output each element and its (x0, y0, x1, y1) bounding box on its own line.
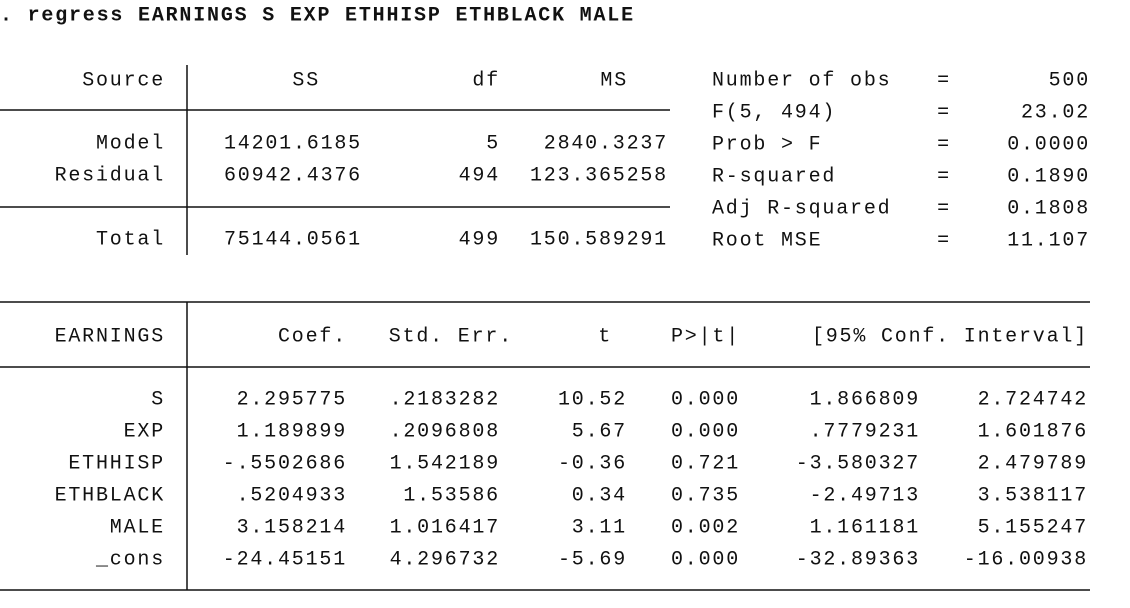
coef-cell: 4.296732 (390, 548, 500, 571)
stat-label: F(5, 494) (712, 101, 836, 124)
coef-cell: 1.189899 (237, 420, 347, 443)
coef-cell: .7779231 (810, 420, 920, 443)
coef-cell: 1.016417 (390, 516, 500, 539)
coef-cell: 0.000 (671, 420, 740, 443)
coef-cell: 2.724742 (978, 388, 1088, 411)
coef-cell: MALE (110, 516, 165, 539)
stat-label: R-squared (712, 165, 836, 188)
coef-cell: 3.11 (572, 516, 627, 539)
coef-cell: -32.89363 (796, 548, 920, 571)
coef-cell: 2.295775 (237, 388, 347, 411)
anova-cell: 123.365258 (530, 164, 668, 187)
anova-cell: 2840.3237 (544, 132, 668, 155)
coef-cell: -24.45151 (223, 548, 347, 571)
anova-header: Source (82, 69, 165, 92)
stat-value: 0.1808 (1007, 197, 1090, 220)
coef-cell: 5.67 (572, 420, 627, 443)
coef-cell: 2.479789 (978, 452, 1088, 475)
stat-value: 23.02 (1021, 101, 1090, 124)
coef-cell: 10.52 (558, 388, 627, 411)
coef-cell: .2096808 (390, 420, 500, 443)
coef-header: P>|t| (671, 325, 740, 348)
coef-cell: 0.000 (671, 548, 740, 571)
coef-cell: -5.69 (558, 548, 627, 571)
coef-cell: 0.735 (671, 484, 740, 507)
coef-cell: S (151, 388, 165, 411)
coef-cell: 1.866809 (810, 388, 920, 411)
anova-cell: 150.589291 (530, 228, 668, 251)
stat-equals: = (937, 133, 951, 156)
coef-cell: ETHBLACK (55, 484, 165, 507)
coef-cell: ETHHISP (68, 452, 165, 475)
anova-cell: Total (96, 228, 165, 251)
anova-header: MS (600, 69, 628, 92)
coef-cell: 5.155247 (978, 516, 1088, 539)
stat-label: Adj R-squared (712, 197, 891, 220)
anova-cell: 14201.6185 (224, 132, 362, 155)
coef-cell: 3.158214 (237, 516, 347, 539)
coef-cell: .2183282 (390, 388, 500, 411)
coef-header: Coef. (278, 325, 347, 348)
coef-cell: 0.000 (671, 388, 740, 411)
anova-cell: Model (96, 132, 165, 155)
coef-cell: -3.580327 (796, 452, 920, 475)
coef-cell: _cons (95, 548, 165, 571)
stat-value: 0.1890 (1007, 165, 1090, 188)
coef-cell: -.5502686 (223, 452, 347, 475)
coef-cell: 0.721 (671, 452, 740, 475)
stat-label: Number of obs (712, 69, 891, 92)
anova-cell: 75144.0561 (224, 228, 362, 251)
stat-value: 0.0000 (1007, 133, 1090, 156)
coef-cell: 0.002 (671, 516, 740, 539)
command: . regress EARNINGS S EXP ETHHISP ETHBLAC… (0, 4, 635, 27)
stat-label: Prob > F (712, 133, 822, 156)
coef-header: [95% Conf. Interval] (812, 325, 1088, 348)
stat-equals: = (937, 197, 951, 220)
stat-equals: = (937, 229, 951, 252)
anova-cell: 499 (459, 228, 500, 251)
coef-cell: 1.53586 (403, 484, 500, 507)
coef-cell: .5204933 (237, 484, 347, 507)
coef-cell: 1.601876 (978, 420, 1088, 443)
coef-header: Std. Err. (389, 325, 513, 348)
stat-equals: = (937, 69, 951, 92)
anova-cell: 5 (486, 132, 500, 155)
coef-cell: -0.36 (558, 452, 627, 475)
coef-cell: 1.161181 (810, 516, 920, 539)
anova-cell: 60942.4376 (224, 164, 362, 187)
stat-value: 11.107 (1007, 229, 1090, 252)
stat-value: 500 (1049, 69, 1090, 92)
stat-label: Root MSE (712, 229, 822, 252)
anova-cell: Residual (55, 164, 165, 187)
coef-header: t (598, 325, 612, 348)
coef-cell: 3.538117 (978, 484, 1088, 507)
coef-cell: 0.34 (572, 484, 627, 507)
coef-cell: 1.542189 (390, 452, 500, 475)
coef-header: EARNINGS (55, 325, 165, 348)
coef-cell: -2.49713 (810, 484, 920, 507)
anova-header: SS (292, 69, 320, 92)
anova-header: df (472, 69, 500, 92)
stat-equals: = (937, 165, 951, 188)
anova-cell: 494 (459, 164, 500, 187)
stat-equals: = (937, 101, 951, 124)
coef-cell: EXP (124, 420, 165, 443)
coef-cell: -16.00938 (964, 548, 1088, 571)
